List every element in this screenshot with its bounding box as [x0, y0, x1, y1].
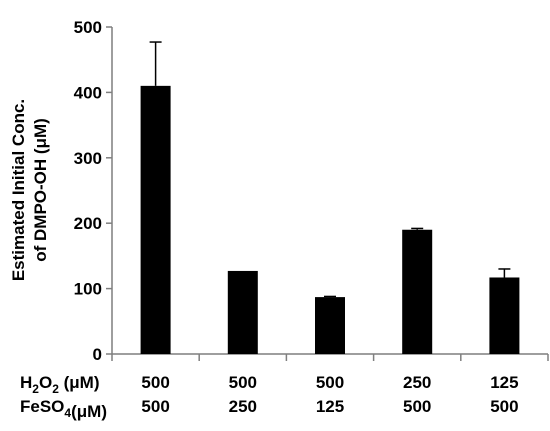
category-value-label: 125	[490, 373, 518, 392]
x-axis-ticks	[111, 354, 549, 361]
bar	[315, 297, 345, 354]
category-value-label: 250	[229, 397, 257, 416]
category-value-label: 125	[316, 397, 344, 416]
y-tick-label: 100	[74, 280, 102, 299]
category-value-label: 500	[229, 373, 257, 392]
y-tick-label: 0	[93, 345, 102, 364]
category-value-label: 500	[490, 397, 518, 416]
y-axis-ticks: 0 100 200 300 400 500	[74, 18, 112, 364]
bars	[140, 85, 520, 355]
category-value-label: 250	[403, 373, 431, 392]
y-axis-title-line1: Estimated Initial Conc.	[9, 99, 28, 281]
bar	[489, 277, 520, 354]
category-row-values: 500 500 500 250 125 500 250 125 500 500	[141, 373, 518, 416]
category-value-label: 500	[141, 397, 169, 416]
category-value-label: 500	[141, 373, 169, 392]
bar	[402, 229, 433, 354]
y-tick-label: 200	[74, 214, 102, 233]
y-tick-label: 500	[74, 18, 102, 37]
error-bars	[149, 41, 511, 298]
y-axis-title: Estimated Initial Conc. of DMPO-OH (μM)	[9, 99, 50, 281]
bar	[227, 270, 258, 354]
category-value-label: 500	[316, 373, 344, 392]
h2o2-row-label: H2O2 (μM)	[20, 373, 100, 396]
y-tick-label: 400	[74, 83, 102, 102]
feso4-row-label: FeSO4(μM)	[20, 397, 107, 421]
category-row-labels: H2O2 (μM) FeSO4(μM)	[20, 373, 107, 421]
bar	[140, 85, 171, 355]
category-value-label: 500	[403, 397, 431, 416]
y-tick-label: 300	[74, 149, 102, 168]
y-axis-title-line2: of DMPO-OH (μM)	[31, 118, 50, 262]
